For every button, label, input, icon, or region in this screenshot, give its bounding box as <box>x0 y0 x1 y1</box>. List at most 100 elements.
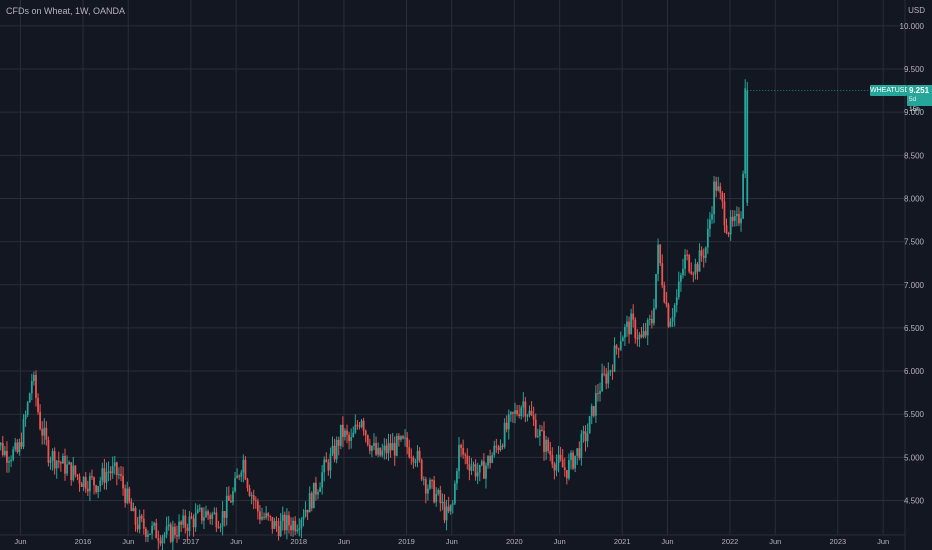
candle-up <box>619 331 622 352</box>
candle-up <box>381 443 384 458</box>
candle-up <box>111 456 114 479</box>
candle-down <box>248 484 251 497</box>
candle-down <box>495 438 498 453</box>
candle-up <box>26 400 29 418</box>
candle-down <box>563 457 566 477</box>
candle-body <box>259 511 261 520</box>
candle-up <box>113 455 116 475</box>
candle-body <box>696 263 699 272</box>
candle-up <box>265 506 268 520</box>
candle-body <box>679 275 682 282</box>
candle-down <box>397 433 400 447</box>
price-tick-label: 7.000 <box>904 281 925 290</box>
candle-down <box>605 368 608 390</box>
candle-body <box>470 466 473 471</box>
candle-body <box>549 450 552 456</box>
candle-body <box>28 393 31 403</box>
candle-body <box>686 254 689 256</box>
candle-body <box>107 471 110 473</box>
candle-down <box>375 436 377 457</box>
candle-body <box>275 521 278 527</box>
candle-down <box>157 530 160 550</box>
candle-down <box>186 523 189 540</box>
candle-body <box>568 460 570 479</box>
candle-body <box>464 454 467 456</box>
candle-body <box>142 518 145 529</box>
time-tick-label: 2023 <box>829 537 846 546</box>
candle-down <box>254 496 257 509</box>
candle-body <box>493 445 496 456</box>
time-tick-label: 2018 <box>290 537 307 546</box>
candle-body <box>528 410 531 416</box>
candle-down <box>76 473 79 481</box>
candle-up <box>352 426 355 438</box>
candle-down <box>636 329 639 347</box>
candle-down <box>269 515 272 522</box>
candle-down <box>597 383 599 402</box>
candle-body <box>576 448 579 456</box>
candle-up <box>242 454 245 483</box>
candle-body <box>476 472 479 477</box>
candle-up <box>28 392 31 403</box>
candle-body <box>431 479 433 481</box>
candle-body <box>254 499 257 502</box>
candle-body <box>215 512 218 528</box>
candle-up <box>404 429 406 447</box>
candle-body <box>449 504 452 512</box>
candle-up <box>476 462 479 485</box>
candle-body <box>80 483 83 487</box>
candle-body <box>594 393 597 416</box>
candle-body <box>474 464 477 477</box>
candle-down <box>169 522 172 544</box>
candle-body <box>601 373 603 392</box>
candle-down <box>176 525 178 543</box>
candle-body <box>499 445 502 451</box>
price-axis[interactable]: 4.500 5.000 5.500 6.000 6.500 7.000 7.500 8.000… <box>900 22 925 506</box>
candle-body <box>105 471 108 483</box>
candle-down <box>644 322 647 339</box>
candle-body <box>35 374 37 398</box>
candle-up <box>182 509 185 529</box>
candle-up <box>62 453 64 464</box>
candle-down <box>617 347 620 359</box>
candle-up <box>669 318 672 328</box>
candle-body <box>603 373 606 375</box>
candle-body <box>111 466 114 474</box>
candle-up <box>429 477 431 491</box>
candle-body <box>609 370 612 372</box>
candle-body <box>520 407 523 417</box>
candle-body <box>14 442 17 450</box>
candle-down <box>615 343 618 355</box>
candle-body <box>236 475 239 479</box>
candle-body <box>719 186 722 193</box>
candle-body <box>109 471 112 474</box>
time-axis[interactable]: Jun 2016 Jun 2017 Jun 2018 Jun 2019 Jun 2020 Jun 20… <box>14 537 889 546</box>
candle-up <box>14 437 17 452</box>
candle-body <box>655 273 657 309</box>
candle-body <box>244 459 247 480</box>
candle-down <box>238 474 241 481</box>
candle-up <box>250 491 253 505</box>
candle-body <box>482 461 485 479</box>
candle-body <box>628 321 630 335</box>
candle-body <box>648 318 651 320</box>
candle-body <box>221 511 224 527</box>
candle-up <box>163 532 166 544</box>
candle-body <box>704 247 707 258</box>
candle-up <box>339 424 342 450</box>
candle-down <box>337 436 340 456</box>
candle-body <box>657 244 659 274</box>
candle-body <box>169 524 172 542</box>
candle-down <box>464 452 467 465</box>
price-tick-label: 8.000 <box>904 194 925 203</box>
candle-down <box>482 453 485 479</box>
candle-body <box>171 526 174 542</box>
candle-down <box>611 364 614 380</box>
candle-body <box>505 422 508 430</box>
candle-body <box>410 456 413 458</box>
candle-down <box>663 281 666 304</box>
candle-body <box>8 461 10 463</box>
candle-body <box>397 435 400 440</box>
candle-up <box>138 509 141 534</box>
